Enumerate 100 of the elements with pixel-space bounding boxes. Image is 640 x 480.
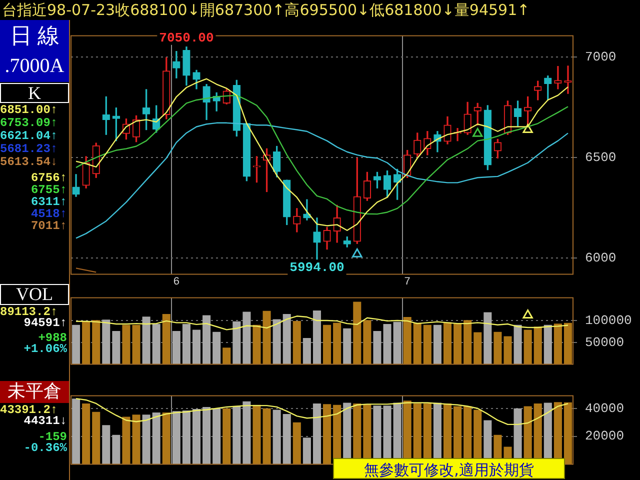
text: VOL bbox=[0, 284, 69, 305]
bar bbox=[102, 425, 110, 464]
bar bbox=[504, 336, 512, 364]
bar bbox=[232, 406, 241, 464]
bar bbox=[112, 331, 120, 364]
bar bbox=[212, 408, 221, 464]
y-tick-label: 40000 bbox=[585, 400, 624, 416]
candlestick bbox=[554, 66, 562, 90]
bar bbox=[72, 324, 80, 364]
bar bbox=[564, 322, 572, 364]
bar bbox=[82, 322, 90, 364]
bar bbox=[393, 322, 402, 364]
bar bbox=[524, 330, 532, 364]
text: 6851.00↑ bbox=[0, 103, 59, 117]
text: 89113.2↑ bbox=[0, 305, 58, 319]
chart-title: 台指近98-07-23收688100↓開687300↑高695500↓低681800↓量94591↑ bbox=[2, 1, 531, 19]
bar bbox=[323, 324, 332, 364]
text: +1.06% bbox=[22, 342, 68, 356]
y-tick-label: 20000 bbox=[585, 428, 624, 444]
bar bbox=[142, 414, 150, 464]
bar bbox=[162, 412, 170, 464]
text: -159 bbox=[38, 430, 68, 444]
bar bbox=[172, 411, 180, 464]
bar bbox=[534, 326, 542, 364]
bar bbox=[252, 324, 261, 364]
bar bbox=[202, 315, 211, 364]
text: 6311↑ bbox=[30, 195, 68, 209]
point bbox=[472, 128, 483, 137]
text: +988 bbox=[38, 331, 68, 345]
bar bbox=[222, 408, 231, 464]
text: 44311↓ bbox=[22, 414, 68, 428]
point bbox=[522, 124, 533, 133]
bar bbox=[112, 434, 120, 464]
bar bbox=[282, 314, 291, 364]
text: 6753.09↑ bbox=[0, 116, 59, 130]
text: 日 線 bbox=[0, 20, 69, 51]
bar bbox=[262, 310, 271, 364]
bar bbox=[102, 320, 110, 364]
bar bbox=[212, 332, 221, 364]
bar bbox=[132, 414, 140, 464]
bar bbox=[353, 302, 362, 364]
bar bbox=[312, 403, 321, 464]
x-tick-label: 7 bbox=[404, 276, 411, 289]
bar bbox=[454, 324, 462, 364]
bar bbox=[464, 320, 472, 364]
bar bbox=[373, 331, 382, 364]
bar bbox=[132, 324, 140, 364]
bar bbox=[282, 414, 291, 464]
bar bbox=[222, 348, 231, 364]
bar bbox=[122, 324, 130, 364]
bar bbox=[514, 324, 522, 364]
y-tick-label: 7000 bbox=[585, 49, 616, 64]
point bbox=[352, 248, 362, 258]
bar bbox=[272, 319, 281, 364]
bar bbox=[252, 404, 261, 464]
bar bbox=[484, 312, 492, 364]
bar bbox=[242, 312, 251, 364]
y-tick-label: 50000 bbox=[585, 334, 624, 350]
bar bbox=[323, 404, 332, 464]
annotation: 7050.00 bbox=[159, 30, 214, 46]
bar bbox=[152, 412, 160, 464]
text: 5613.54↓ bbox=[0, 155, 59, 169]
text: -0.36% bbox=[22, 441, 68, 455]
bar bbox=[302, 338, 311, 364]
bar bbox=[202, 406, 211, 464]
y-tick-label: 6000 bbox=[585, 250, 616, 266]
bar bbox=[182, 324, 190, 364]
bar bbox=[232, 321, 241, 364]
bar bbox=[433, 324, 442, 364]
bar bbox=[262, 408, 271, 464]
text: 94591↑ bbox=[22, 316, 68, 330]
note-box: 無參數可修改,適用於期貨 bbox=[333, 458, 565, 479]
bar bbox=[413, 322, 422, 364]
text: 5681.23↑ bbox=[0, 142, 59, 156]
y-tick-label: 6500 bbox=[585, 150, 616, 165]
bar bbox=[343, 328, 352, 364]
text: 6621.04↑ bbox=[0, 129, 59, 143]
bar bbox=[272, 410, 281, 464]
bar bbox=[192, 330, 201, 364]
bar bbox=[122, 416, 130, 464]
bar bbox=[302, 438, 311, 464]
bar bbox=[152, 324, 160, 364]
bar bbox=[142, 316, 150, 364]
bar bbox=[192, 409, 201, 464]
bar bbox=[554, 324, 562, 364]
bar bbox=[333, 322, 342, 364]
bar bbox=[443, 322, 452, 364]
bar bbox=[403, 317, 412, 364]
bar bbox=[423, 324, 432, 364]
y-tick-label: 100000 bbox=[585, 312, 632, 328]
bar bbox=[92, 320, 100, 364]
bar bbox=[564, 402, 572, 464]
text: 6755↑ bbox=[30, 183, 68, 197]
bar bbox=[474, 332, 482, 364]
bar bbox=[292, 422, 301, 464]
bar bbox=[172, 331, 180, 364]
bar bbox=[82, 403, 90, 464]
text: 7011↑ bbox=[30, 219, 68, 233]
bar bbox=[92, 412, 100, 464]
bar bbox=[383, 324, 392, 364]
